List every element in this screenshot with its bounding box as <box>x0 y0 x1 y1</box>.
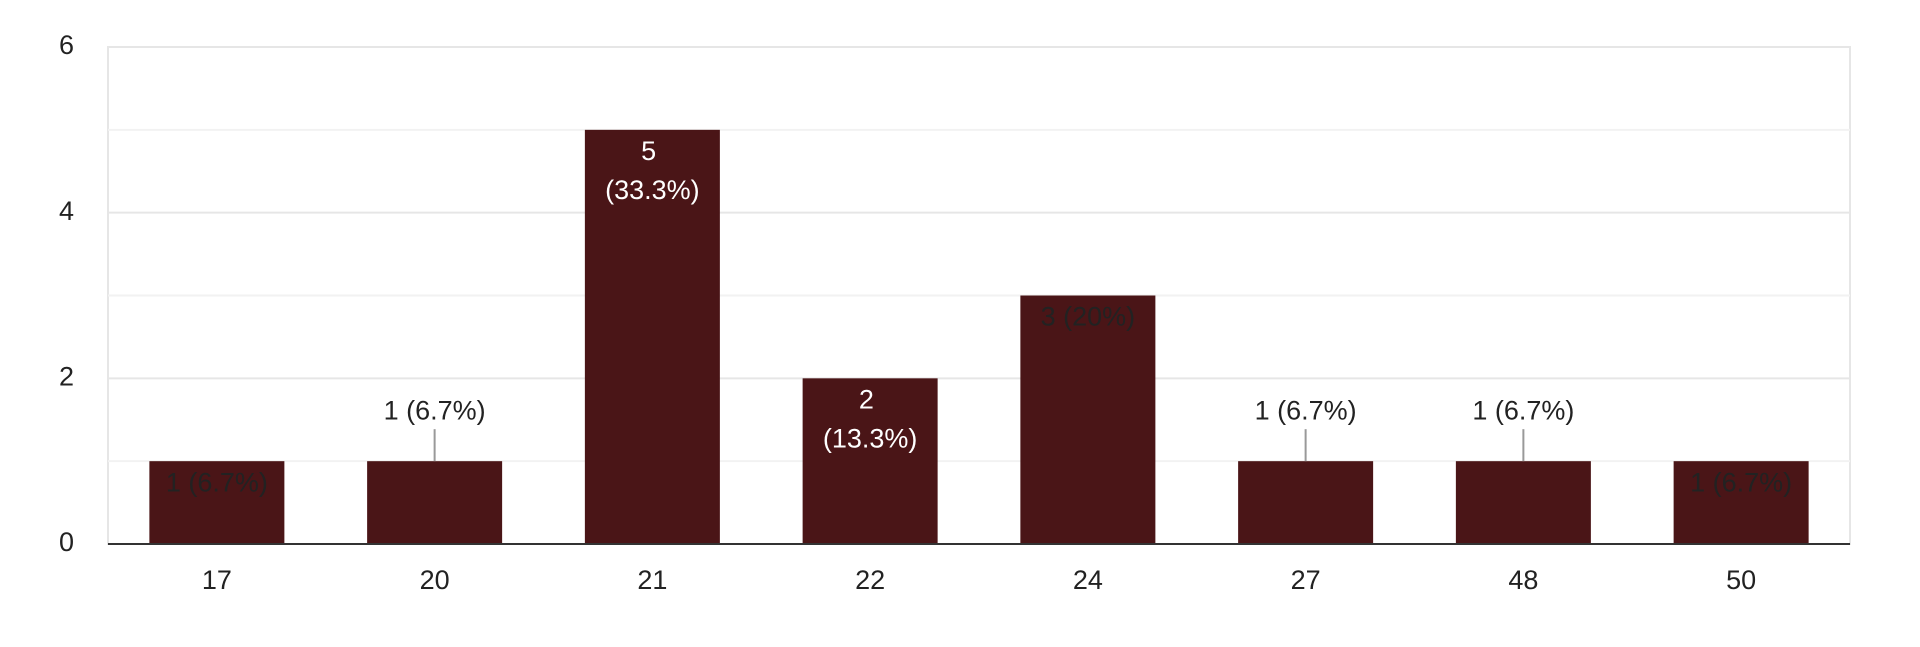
bar <box>802 378 938 544</box>
bar <box>367 461 503 544</box>
bar <box>149 461 285 544</box>
x-tick-label: 20 <box>420 565 450 595</box>
data-label: 1 (6.7%) <box>1255 395 1357 425</box>
x-tick-label: 48 <box>1508 565 1538 595</box>
bar <box>1020 295 1156 544</box>
bar <box>1673 461 1809 544</box>
data-label: 3 (20%) <box>1041 302 1136 332</box>
y-tick-label: 0 <box>59 527 74 557</box>
x-tick-label: 22 <box>855 565 885 595</box>
x-tick-label: 27 <box>1291 565 1321 595</box>
y-tick-label: 6 <box>59 30 74 60</box>
data-label: 1 (6.7%) <box>1472 395 1574 425</box>
x-tick-label: 17 <box>202 565 232 595</box>
y-tick-label: 4 <box>59 196 74 226</box>
x-tick-label: 21 <box>637 565 667 595</box>
data-label: 1 (6.7%) <box>384 395 486 425</box>
bar <box>1455 461 1591 544</box>
x-tick-label: 24 <box>1073 565 1103 595</box>
data-label: 5 (33.3%) <box>605 136 700 205</box>
bar <box>584 129 720 545</box>
data-label: 1 (6.7%) <box>166 467 268 497</box>
bar <box>1238 461 1374 544</box>
data-label: 2 (13.3%) <box>823 384 918 453</box>
x-tick-label: 50 <box>1726 565 1756 595</box>
data-label: 1 (6.7%) <box>1690 467 1792 497</box>
y-tick-label: 2 <box>59 361 74 391</box>
